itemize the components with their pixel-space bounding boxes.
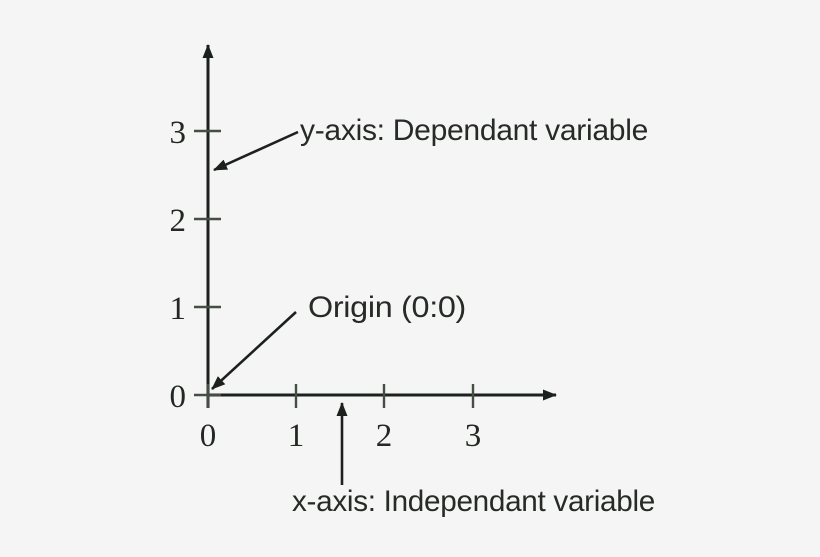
y-tick-label-0: 0 (170, 379, 187, 415)
x-tick-label-0: 0 (200, 418, 217, 454)
y-tick-label-1: 1 (170, 291, 187, 327)
origin-annotation-arrow (211, 311, 297, 390)
x-tick-label-3: 3 (465, 418, 482, 454)
x-axis-annotation-label: x-axis: Independant variable (292, 485, 655, 518)
y-tick-label-2: 2 (170, 203, 187, 239)
y-tick-label-3: 3 (170, 115, 187, 151)
x-tick-label-2: 2 (376, 418, 393, 454)
x-tick-label-1: 1 (288, 418, 305, 454)
y-axis-annotation-arrow (213, 130, 299, 172)
y-axis-annotation-label: y-axis: Dependant variable (300, 114, 648, 147)
origin-annotation-label: Origin (0:0) (308, 291, 466, 324)
